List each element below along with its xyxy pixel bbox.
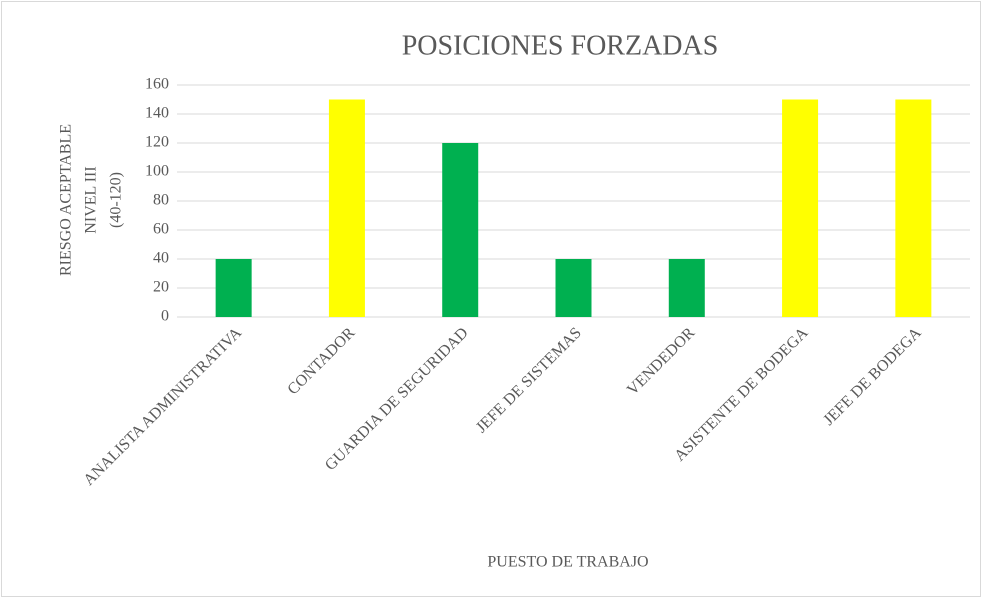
bar bbox=[215, 259, 252, 317]
bar bbox=[442, 143, 479, 317]
y-axis-label: NIVEL III bbox=[83, 166, 100, 233]
y-tick-label: 120 bbox=[145, 134, 169, 151]
chart-title: POSICIONES FORZADAS bbox=[402, 30, 719, 61]
y-tick-label: 20 bbox=[153, 279, 169, 296]
y-tick-label: 80 bbox=[153, 192, 169, 209]
bar bbox=[668, 259, 705, 317]
y-tick-label: 40 bbox=[153, 250, 169, 267]
y-tick-label: 100 bbox=[145, 163, 169, 180]
y-tick-label: 140 bbox=[145, 105, 169, 122]
y-tick-label: 60 bbox=[153, 221, 169, 238]
y-axis-label: (40-120) bbox=[108, 172, 125, 228]
bar bbox=[328, 99, 365, 317]
y-tick-label: 160 bbox=[145, 76, 169, 93]
bar bbox=[895, 99, 932, 317]
y-axis-label: RIESGO ACEPTABLE bbox=[58, 124, 75, 276]
y-tick-label: 0 bbox=[161, 308, 169, 325]
x-axis-label: PUESTO DE TRABAJO bbox=[487, 554, 648, 571]
bar bbox=[782, 99, 819, 317]
bar bbox=[555, 259, 592, 317]
